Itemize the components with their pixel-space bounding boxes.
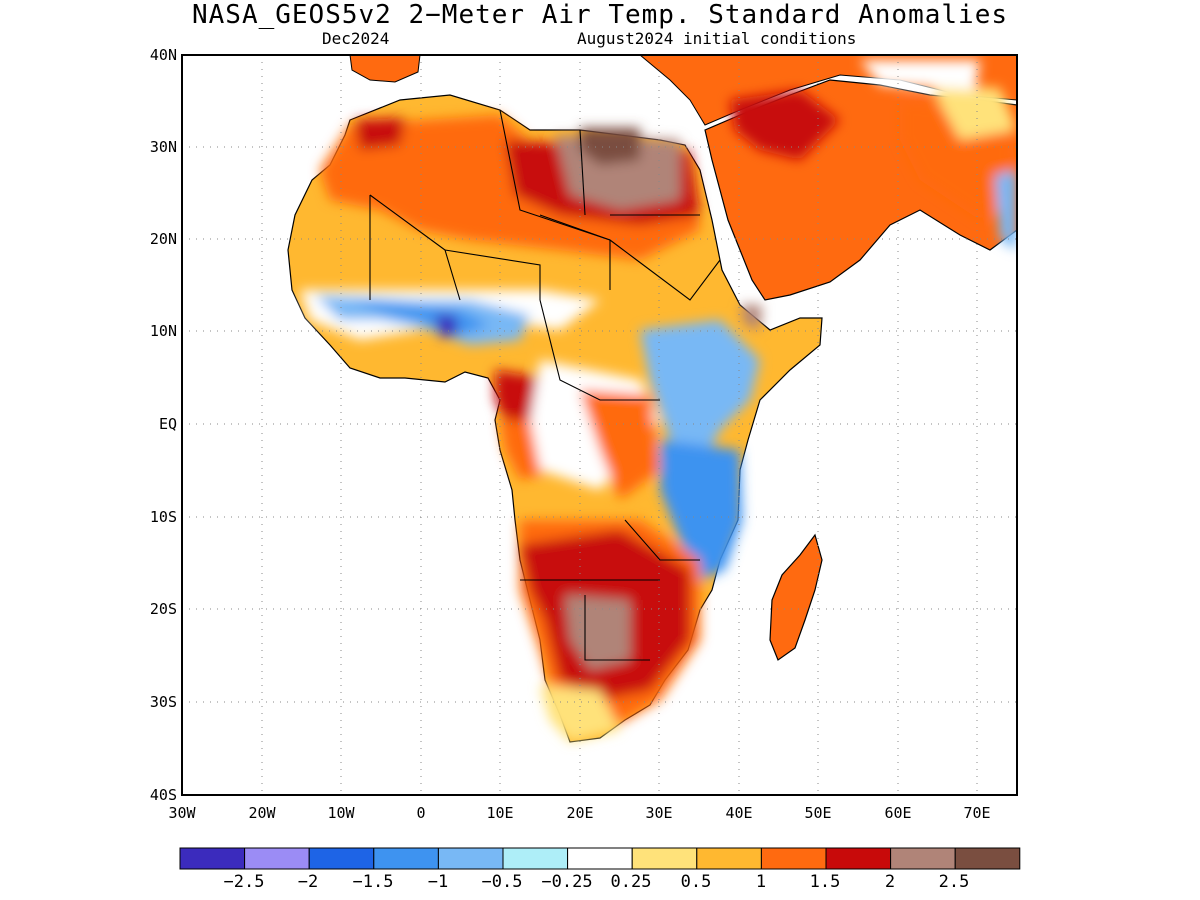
colorbar-label: −2.5 xyxy=(223,872,265,892)
colorbar-swatch xyxy=(825,847,892,870)
colorbar-label: 1 xyxy=(755,872,767,892)
lon-tick-label: 30E xyxy=(645,804,673,822)
lon-tick-label: 0 xyxy=(416,804,426,822)
map-title: NASA_GEOS5v2 2−Meter Air Temp. Standard … xyxy=(191,0,1008,30)
lon-tick-label: 10W xyxy=(327,804,355,822)
colorbar-label: 2 xyxy=(884,872,896,892)
colorbar-swatch xyxy=(244,847,310,870)
lon-tick-label: 50E xyxy=(804,804,832,822)
colorbar-swatch xyxy=(502,847,569,870)
colorbar-label: −2 xyxy=(297,872,319,892)
colorbar xyxy=(179,847,1021,870)
subtitle-month: Dec2024 xyxy=(322,29,390,48)
colorbar-label: −1.5 xyxy=(352,872,394,892)
map-frame xyxy=(181,54,1018,796)
madagascar-landmass xyxy=(769,533,823,661)
colorbar-swatch xyxy=(308,847,375,870)
colorbar-swatch xyxy=(373,847,439,870)
colorbar-swatch xyxy=(760,847,827,870)
map-content xyxy=(287,55,1017,743)
colorbar-label: 2.5 xyxy=(938,872,970,892)
country-borders xyxy=(369,109,721,661)
lat-tick-label: EQ xyxy=(158,415,177,433)
colorbar-label: −0.25 xyxy=(541,872,593,892)
colorbar-swatch xyxy=(179,847,246,870)
colorbar-swatch xyxy=(890,847,956,870)
lat-tick-label: 40S xyxy=(149,786,177,804)
colorbar-label: 0.5 xyxy=(680,872,712,892)
gridlines xyxy=(182,55,1017,795)
colorbar-label: −0.5 xyxy=(481,872,523,892)
lon-tick-label: 70E xyxy=(963,804,991,822)
lat-tick-label: 20N xyxy=(149,230,177,248)
colorbar-swatch xyxy=(631,847,698,870)
colorbar-label: 1.5 xyxy=(809,872,841,892)
lon-tick-label: 10E xyxy=(486,804,514,822)
lon-tick-label: 40E xyxy=(725,804,753,822)
lat-tick-label: 10N xyxy=(149,322,177,340)
lon-tick-label: 60E xyxy=(884,804,912,822)
lat-tick-label: 40N xyxy=(149,46,177,64)
lat-tick-label: 10S xyxy=(149,508,177,526)
anomaly-field xyxy=(300,60,1017,742)
lat-tick-label: 30N xyxy=(149,138,177,156)
colorbar-label: 0.25 xyxy=(610,872,652,892)
europe-landmass xyxy=(349,55,421,83)
colorbar-label: −1 xyxy=(427,872,449,892)
subtitle-initial-conditions: August2024 initial conditions xyxy=(577,29,857,48)
colorbar-swatch xyxy=(696,847,762,870)
lat-tick-label: 20S xyxy=(149,600,177,618)
lon-tick-label: 30W xyxy=(168,804,196,822)
colorbar-swatch xyxy=(437,847,504,870)
lon-tick-label: 20W xyxy=(248,804,276,822)
lat-tick-label: 30S xyxy=(149,693,177,711)
lon-tick-label: 20E xyxy=(566,804,594,822)
colorbar-swatch xyxy=(567,847,633,870)
colorbar-swatch xyxy=(954,847,1021,870)
